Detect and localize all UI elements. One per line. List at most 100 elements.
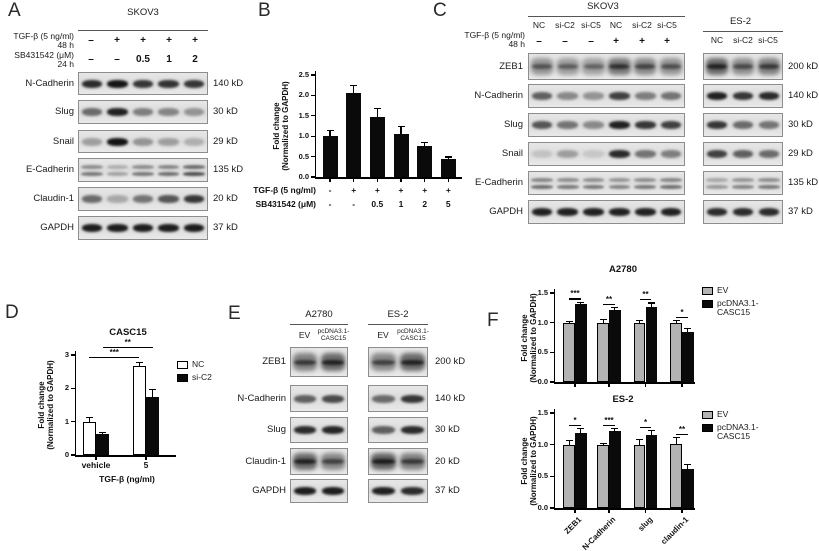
protein-band: [758, 208, 780, 216]
blot-box: [78, 72, 208, 95]
protein-label: GAPDH: [252, 485, 286, 496]
y-tick: [549, 507, 554, 509]
x-tick: [608, 383, 610, 387]
mw-label: 37 kD: [435, 485, 460, 496]
cell-line-header: SKOV3: [127, 7, 159, 18]
panel-C-label: C: [433, 0, 447, 21]
x-row-value: +: [351, 185, 357, 195]
protein-label: Snail: [52, 135, 74, 147]
panel-F-bar-charts: F A2780 0.0 0.5 1.0 1.5 Fold change (Normaliz…: [480, 264, 819, 551]
protein-band: [706, 208, 728, 216]
y-tick-label: 1: [64, 416, 69, 426]
x-tick: [447, 178, 449, 182]
x-row-value: -: [352, 199, 356, 209]
panel-F-label: F: [487, 310, 499, 331]
protein-band: [531, 64, 552, 69]
protein-band: [583, 150, 604, 158]
protein-band: [706, 177, 728, 182]
blot-box: [368, 385, 428, 412]
error-bar-cap: [672, 320, 680, 322]
protein-band: [81, 137, 103, 146]
error-bar-cap: [647, 430, 655, 432]
protein-band: [372, 359, 395, 365]
significance-stars: ***: [604, 415, 614, 425]
error-bar-stem: [447, 157, 449, 159]
protein-band: [557, 92, 579, 100]
header-underline: [290, 324, 348, 325]
lane-label: NC: [532, 20, 546, 30]
protein-band: [706, 92, 728, 100]
legend-label: pcDNA3.1-: [717, 298, 759, 308]
error-bar-cap: [350, 84, 358, 86]
y-tick-label: 1.0: [537, 439, 548, 449]
legend-label: NC: [192, 359, 205, 369]
lane-label: si-C2: [733, 35, 753, 45]
x-row-value: +: [398, 185, 404, 195]
error-bar-cap: [577, 428, 585, 430]
protein-band: [582, 58, 605, 75]
blot-box: [528, 200, 685, 224]
significance-stars: ***: [570, 289, 580, 299]
blot-box: [368, 479, 428, 503]
protein-band: [758, 92, 780, 100]
bar: [417, 145, 433, 177]
treatment-value: +: [613, 36, 619, 47]
y-tick-label: 0.5: [298, 151, 309, 161]
legend-label: EV: [717, 409, 729, 419]
bar: [609, 309, 621, 382]
mw-label: 37 kD: [788, 206, 813, 217]
bar: [132, 366, 146, 455]
protein-band: [660, 184, 682, 189]
bar: [682, 469, 694, 508]
error-bar-cap: [85, 416, 93, 418]
x-row-label: SB431542 (μM): [255, 199, 316, 209]
protein-band: [321, 426, 345, 434]
protein-band: [132, 171, 154, 176]
mw-label: 20 kD: [435, 455, 460, 467]
error-bar-stem: [675, 437, 677, 445]
protein-band: [609, 208, 630, 216]
x-category-label: vehicle: [81, 460, 111, 470]
protein-band: [107, 195, 128, 203]
y-tick: [310, 176, 315, 178]
protein-label: GAPDH: [40, 222, 74, 233]
protein-band: [400, 426, 425, 434]
y-tick: [310, 156, 315, 158]
error-bar-stem: [88, 417, 90, 422]
mw-label: 200 kD: [435, 356, 466, 367]
blot-box: [703, 171, 783, 195]
blot-box: [528, 171, 685, 195]
protein-band: [634, 184, 657, 189]
legend-swatch: [702, 424, 713, 432]
y-axis-title: Fold change (Normalized to GAPDH): [272, 81, 291, 171]
significance-line: [639, 299, 652, 301]
significance-line: [89, 357, 140, 359]
protein-band: [531, 208, 553, 216]
x-tick: [608, 509, 610, 513]
y-axis-title: Fold change (Normalized to GAPDH): [520, 415, 539, 506]
error-bar-stem: [102, 432, 104, 434]
error-bar-cap: [684, 328, 692, 330]
treatment-value: –: [88, 54, 94, 65]
protein-band: [634, 177, 657, 182]
protein-band: [371, 394, 396, 403]
legend-swatch: [177, 361, 188, 369]
bar: [597, 444, 609, 508]
protein-band: [293, 487, 317, 495]
protein-band: [107, 108, 128, 116]
panel-E-western-blot: E A2780 EV pcDNA3.1- CASC15 ES-2 EV pcDNA3.1- C…: [220, 300, 480, 515]
protein-band: [81, 171, 103, 176]
protein-band: [556, 177, 579, 182]
protein-band: [107, 79, 128, 88]
protein-band: [609, 92, 630, 100]
protein-band: [531, 184, 553, 189]
bar: [597, 322, 609, 382]
protein-band: [758, 177, 780, 182]
treatment-value: –: [588, 36, 594, 47]
significance-line: [603, 303, 615, 305]
treatment-value: +: [192, 35, 198, 46]
protein-band: [758, 64, 780, 69]
protein-band: [583, 208, 604, 216]
x-row-value: 2: [422, 199, 428, 209]
